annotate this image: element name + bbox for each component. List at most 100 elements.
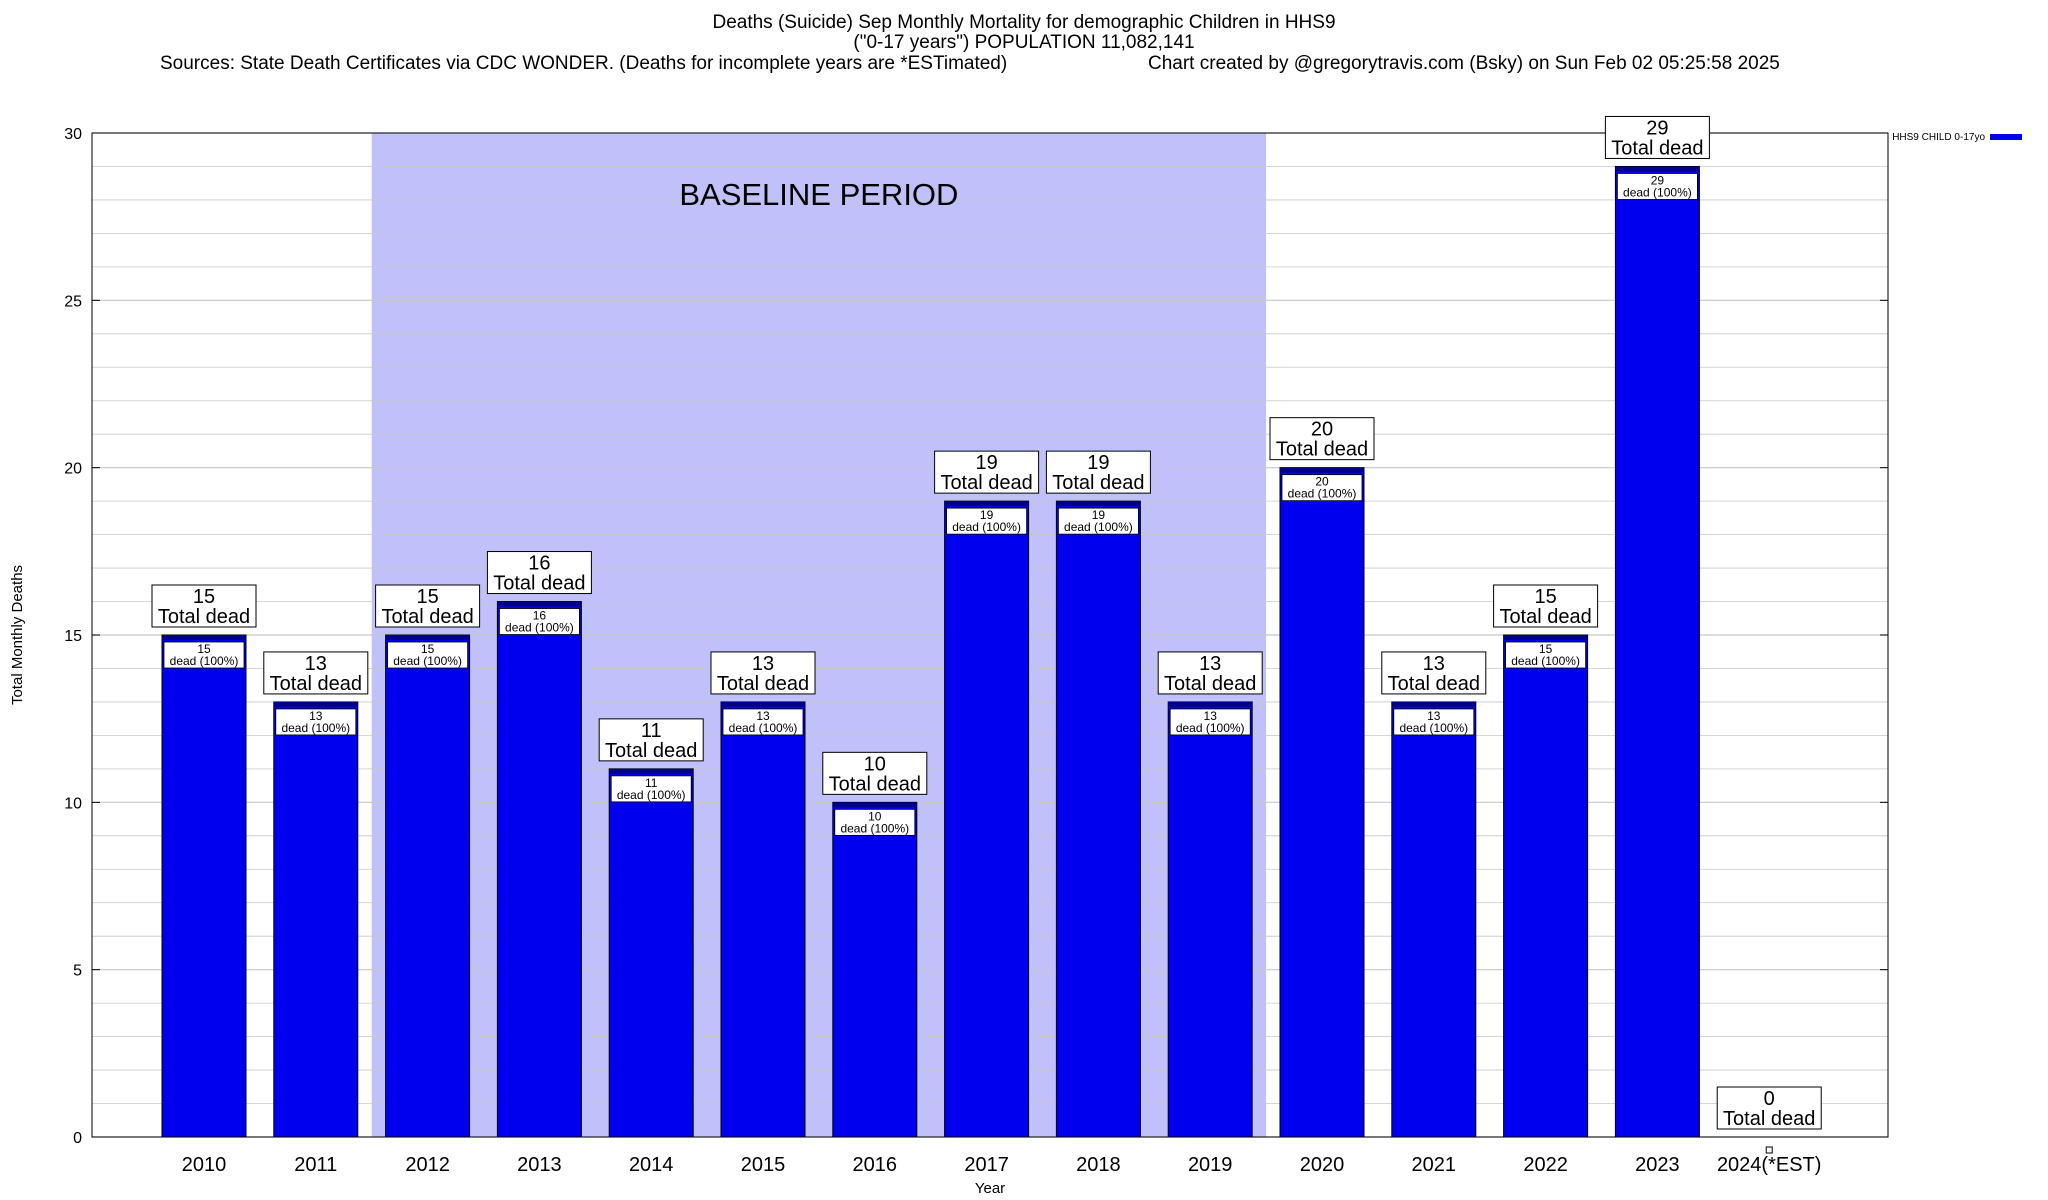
bar-inner-label-box	[1617, 173, 1698, 200]
x-tick-label: 2011	[294, 1154, 337, 1176]
bar-total-label: Total dead	[1388, 673, 1480, 695]
bar-total-label-box	[486, 551, 592, 595]
bar-inner-label: dead (100%)	[1399, 721, 1468, 735]
bar-total-label-box	[822, 751, 928, 795]
bar-cap	[1503, 635, 1588, 640]
y-axis-label: Total Monthly Deaths	[9, 565, 26, 705]
bar-cap	[273, 701, 358, 707]
bar-cap	[1391, 701, 1476, 707]
zero-marker	[1765, 1146, 1773, 1154]
bar-inner-label: dead (100%)	[281, 721, 350, 735]
bar-total-label-box	[1381, 651, 1487, 695]
bar-cap	[497, 601, 582, 607]
bar-total-label: Total dead	[829, 773, 921, 795]
bar-total-value: 29	[1646, 117, 1668, 139]
bar-total-value: 13	[1423, 653, 1445, 675]
bar-total-label: Total dead	[1276, 439, 1368, 461]
bar-total-value: 0	[1764, 1088, 1775, 1110]
x-tick-label: 2010	[182, 1154, 227, 1176]
bar-inner-label-box	[946, 507, 1027, 535]
bar-cap	[1168, 701, 1253, 707]
bar-inner-label-box	[498, 608, 580, 635]
bar	[496, 601, 582, 1138]
x-tick-label: 2024(*EST)	[1717, 1154, 1822, 1176]
bar-inner-value: 13	[1427, 709, 1441, 723]
bar	[161, 634, 247, 1138]
bar-cap	[609, 768, 694, 774]
bar-inner-label: dead (100%)	[617, 788, 686, 802]
bar-inner-label-box	[1281, 474, 1363, 502]
x-tick-label: 2020	[1300, 1154, 1345, 1176]
y-tick-label: 30	[64, 126, 82, 143]
chart-credit: Chart created by @gregorytravis.com (Bsk…	[1148, 53, 1780, 74]
x-tick-label: 2013	[517, 1154, 562, 1176]
bar-inner-label-box	[1505, 641, 1586, 669]
bar-cap	[385, 635, 470, 640]
y-tick-label: 10	[64, 795, 82, 812]
bar-total-label: Total dead	[940, 472, 1032, 494]
y-tick-label: 15	[64, 628, 82, 645]
chart-subtitle: ("0-17 years") POPULATION 11,082,141	[853, 32, 1195, 53]
bar-cap	[1615, 166, 1700, 172]
bar-inner-value: 15	[197, 642, 211, 656]
bar-inner-value: 10	[868, 809, 882, 823]
x-tick-label: 2015	[741, 1154, 786, 1176]
bar-inner-label-box	[275, 708, 357, 736]
bar-total-label-box	[1045, 450, 1151, 494]
bar	[1055, 500, 1141, 1138]
baseline-period-label: BASELINE PERIOD	[679, 177, 958, 212]
bar-total-label: Total dead	[270, 673, 362, 695]
x-tick-label: 2016	[853, 1154, 898, 1176]
bar-total-label-box	[375, 584, 481, 628]
bar-total-value: 19	[975, 452, 997, 474]
bar-total-value: 10	[864, 753, 886, 775]
bar-inner-label: dead (100%)	[952, 520, 1021, 534]
bar-inner-value: 13	[1204, 709, 1218, 723]
bar-total-label-box	[151, 584, 257, 628]
bar-inner-value: 13	[309, 709, 323, 723]
bar-cap	[1280, 467, 1364, 473]
bar-total-label: Total dead	[1164, 673, 1256, 695]
bar	[1279, 467, 1365, 1138]
bar	[1614, 165, 1700, 1138]
x-tick-label: 2017	[964, 1154, 1009, 1176]
bar-total-value: 11	[641, 720, 662, 742]
bar-inner-label-box	[722, 708, 804, 736]
x-tick-label: 2012	[405, 1154, 450, 1176]
bar-inner-label-box	[163, 641, 245, 669]
bar-inner-value: 15	[1539, 642, 1553, 656]
bar-inner-label-box	[834, 808, 916, 836]
bar-total-label: Total dead	[1499, 606, 1591, 628]
bar-inner-value: 20	[1315, 475, 1329, 489]
chart-title: Deaths (Suicide) Sep Monthly Mortality f…	[712, 12, 1336, 33]
bar	[1391, 701, 1477, 1138]
bar-inner-label-box	[387, 641, 469, 669]
bar-total-label: Total dead	[381, 606, 473, 628]
bar	[944, 500, 1030, 1138]
bar-inner-label-box	[1058, 507, 1139, 535]
bar-inner-value: 15	[421, 642, 435, 656]
x-tick-label: 2019	[1188, 1154, 1233, 1176]
bar-inner-value: 16	[533, 609, 547, 623]
bar-total-label: Total dead	[158, 606, 250, 628]
bar-inner-value: 13	[756, 709, 770, 723]
bar	[1503, 634, 1589, 1138]
bar-inner-label: dead (100%)	[393, 654, 462, 668]
bar-total-label: Total dead	[1723, 1108, 1815, 1130]
bar-cap	[1056, 501, 1141, 507]
legend-swatch	[1990, 134, 2022, 140]
bar	[1167, 701, 1253, 1138]
x-tick-label: 2018	[1076, 1154, 1121, 1176]
bar-inner-label: dead (100%)	[1511, 654, 1580, 668]
bar	[720, 701, 806, 1138]
bar-total-label-box	[1269, 417, 1375, 461]
chart-sources: Sources: State Death Certificates via CD…	[160, 53, 1008, 74]
bar-inner-label: dead (100%)	[1064, 520, 1133, 534]
bar-total-label-box	[710, 651, 816, 695]
y-tick-label: 25	[64, 293, 82, 310]
x-axis-label: Year	[975, 1180, 1005, 1197]
bar-inner-value: 29	[1651, 173, 1665, 187]
bar-inner-label: dead (100%)	[1176, 721, 1245, 735]
bar-total-label-box	[1604, 115, 1710, 159]
bar-inner-label-box	[1169, 708, 1251, 736]
